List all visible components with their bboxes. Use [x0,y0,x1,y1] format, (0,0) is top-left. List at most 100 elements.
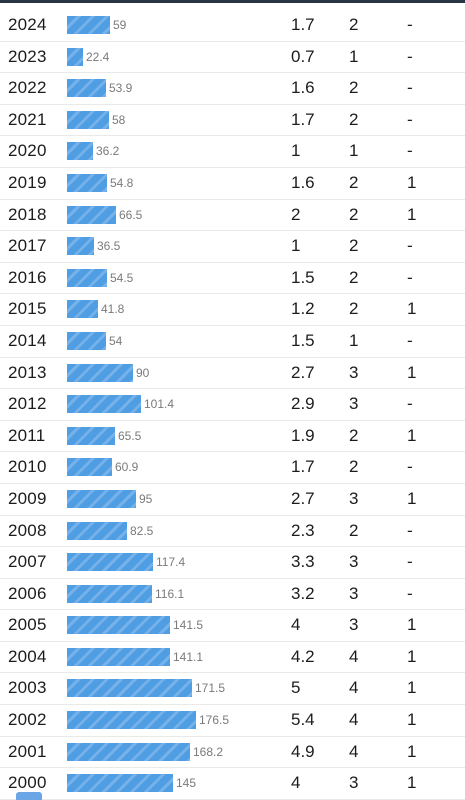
table-row: 2004 141.1 4.2 4 1 [0,642,465,674]
value-bar-cell: 101.4 [67,395,297,414]
metric-c-cell: 1 [407,362,417,382]
year-cell: 2005 [8,615,47,635]
year-cell: 2019 [8,172,47,192]
value-bar [67,395,141,414]
value-label: 141.5 [173,618,204,633]
metric-a-cell: 1.5 [291,330,315,350]
table-row: 2019 54.8 1.6 2 1 [0,168,465,200]
metric-c-cell: 1 [407,678,417,698]
value-bar [67,142,93,161]
metric-b-cell: 2 [349,425,359,445]
value-label: 145 [176,776,197,791]
metric-c-cell: 1 [407,646,417,666]
metric-c-cell: - [407,552,413,572]
year-cell: 2015 [8,299,47,319]
value-bar [67,553,153,572]
value-bar [67,774,173,793]
metric-c-cell: 1 [407,488,417,508]
value-bar-cell: 90 [67,363,297,382]
value-bar [67,363,133,382]
value-bar-cell: 36.5 [67,237,297,256]
table-row: 2017 36.5 1 2 - [0,231,465,263]
table-row: 2021 58 1.7 2 - [0,105,465,137]
metric-a-cell: 1 [291,141,301,161]
metric-c-cell: - [407,141,413,161]
table-row: 2010 60.9 1.7 2 - [0,452,465,484]
year-cell: 2014 [8,330,47,350]
metric-b-cell: 4 [349,710,359,730]
value-bar [67,237,94,256]
table-row: 2008 82.5 2.3 2 - [0,516,465,548]
metric-a-cell: 1 [291,236,301,256]
year-cell: 2023 [8,46,47,66]
value-bar-cell: 116.1 [67,584,297,603]
value-label: 58 [112,112,126,127]
metric-a-cell: 2 [291,204,301,224]
value-bar [67,79,106,98]
metric-c-cell: 1 [407,299,417,319]
value-label: 36.5 [97,239,121,254]
value-bar [67,300,98,319]
value-bar-cell: 59 [67,16,297,34]
metric-a-cell: 4.2 [291,646,315,666]
scroll-indicator[interactable] [16,792,42,800]
metric-c-cell: 1 [407,741,417,761]
value-bar-cell: 66.5 [67,205,297,224]
metric-c-cell: 1 [407,425,417,445]
metric-c-cell: - [407,15,413,34]
value-label: 53.9 [109,81,133,96]
year-cell: 2013 [8,362,47,382]
metric-a-cell: 0.7 [291,46,315,66]
table-row: 2022 53.9 1.6 2 - [0,73,465,105]
year-cell: 2000 [8,773,47,793]
metric-b-cell: 3 [349,488,359,508]
metric-b-cell: 1 [349,141,359,161]
value-bar [67,742,190,761]
metric-b-cell: 2 [349,457,359,477]
value-bar [67,584,152,603]
value-label: 54 [109,333,123,348]
metric-b-cell: 4 [349,678,359,698]
value-bar-cell: 117.4 [67,553,297,572]
table-row: 2023 22.4 0.7 1 - [0,42,465,74]
table-row: 2013 90 2.7 3 1 [0,358,465,390]
metric-b-cell: 4 [349,741,359,761]
metric-b-cell: 3 [349,615,359,635]
top-border [0,0,465,3]
table-row: 2024 59 1.7 2 - [0,10,465,42]
metric-c-cell: - [407,457,413,477]
value-label: 66.5 [119,207,143,222]
value-label: 59 [113,18,127,32]
metric-c-cell: - [407,267,413,287]
value-bar-cell: 65.5 [67,426,297,445]
metric-a-cell: 2.9 [291,394,315,414]
value-bar-cell: 58 [67,110,297,129]
metric-c-cell: - [407,583,413,603]
metric-c-cell: - [407,520,413,540]
year-cell: 2024 [8,15,47,34]
metric-b-cell: 2 [349,267,359,287]
value-bar-cell: 54 [67,331,297,350]
year-cell: 2008 [8,520,47,540]
metric-a-cell: 1.7 [291,15,315,34]
year-cell: 2007 [8,552,47,572]
value-bar [67,711,196,730]
value-label: 117.4 [156,555,186,570]
metric-c-cell: 1 [407,615,417,635]
metric-a-cell: 3.2 [291,583,315,603]
value-bar-cell: 141.5 [67,616,297,635]
value-bar-cell: 95 [67,489,297,508]
year-cell: 2012 [8,394,47,414]
year-cell: 2004 [8,646,47,666]
metric-b-cell: 4 [349,646,359,666]
metric-a-cell: 5 [291,678,301,698]
year-cell: 2006 [8,583,47,603]
table-row: 2015 41.8 1.2 2 1 [0,294,465,326]
metric-b-cell: 3 [349,583,359,603]
metric-b-cell: 2 [349,78,359,98]
value-bar-cell: 145 [67,774,297,793]
metric-a-cell: 4 [291,773,301,793]
metric-a-cell: 4 [291,615,301,635]
value-bar [67,426,115,445]
value-label: 82.5 [130,523,154,538]
